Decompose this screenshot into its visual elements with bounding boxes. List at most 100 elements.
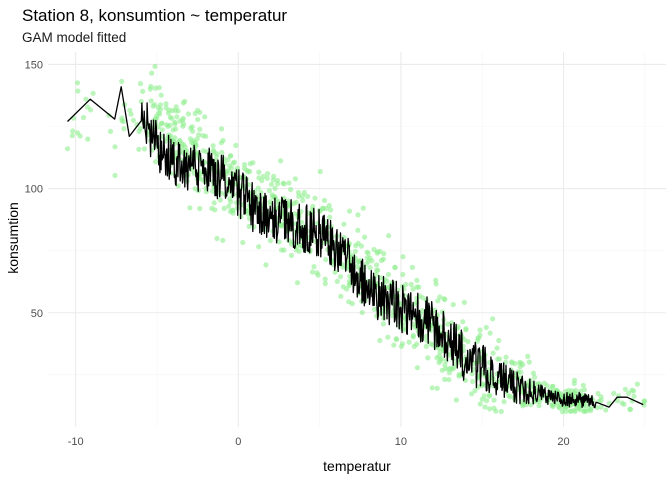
scatter-point: [158, 92, 164, 98]
scatter-point: [156, 85, 162, 91]
scatter-point: [181, 121, 187, 127]
scatter-point: [153, 159, 159, 165]
scatter-point: [487, 406, 493, 412]
scatter-point: [367, 255, 373, 261]
scatter-point: [196, 132, 202, 138]
scatter-point: [288, 186, 294, 193]
scatter-point: [317, 168, 323, 175]
scatter-point: [429, 385, 435, 391]
scatter-point: [311, 264, 317, 270]
scatter-point: [192, 186, 198, 192]
scatter-point: [629, 387, 635, 393]
scatter-point: [641, 402, 647, 408]
scatter-point: [550, 383, 556, 390]
scatter-point: [634, 381, 641, 387]
scatter-point: [150, 103, 156, 109]
scatter-point: [194, 136, 200, 142]
scatter-point: [140, 88, 146, 94]
scatter-point: [423, 343, 429, 349]
scatter-point: [85, 104, 91, 110]
scatter-point: [247, 168, 253, 175]
scatter-point: [355, 240, 361, 246]
scatter-point: [177, 118, 183, 124]
scatter-point: [567, 408, 573, 414]
scatter-point: [264, 175, 270, 181]
scatter-point: [498, 408, 504, 415]
scatter-point: [149, 70, 155, 76]
scatter-point: [80, 114, 87, 121]
scatter-point: [598, 404, 604, 410]
scatter-point: [83, 96, 89, 102]
scatter-point: [642, 398, 648, 404]
scatter-point: [490, 316, 496, 322]
scatter-point: [112, 172, 118, 179]
scatter-point: [598, 394, 604, 400]
scatter-point: [164, 122, 170, 128]
scatter-point: [85, 136, 91, 142]
x-axis-title: temperatur: [323, 458, 391, 474]
scatter-point: [231, 159, 238, 165]
scatter-point: [267, 199, 273, 205]
scatter-point: [210, 143, 216, 149]
minor-gridlines: [48, 52, 666, 427]
scatter-point: [460, 319, 466, 325]
scatter-point: [380, 256, 387, 262]
scatter-point: [484, 398, 490, 404]
scatter-point: [371, 306, 378, 312]
scatter-point: [536, 403, 542, 409]
scatter-point: [301, 189, 307, 196]
scatter-point: [269, 192, 275, 198]
scatter-point: [327, 214, 333, 220]
scatter-point: [523, 401, 530, 408]
scatter-point: [321, 197, 328, 203]
scatter-point: [496, 337, 502, 344]
scatter-point: [259, 178, 265, 184]
scatter-point: [293, 199, 299, 205]
scatter-point: [121, 126, 127, 132]
scatter-point: [453, 397, 459, 403]
scatter-point: [352, 248, 358, 254]
scatter-point: [525, 353, 531, 359]
scatter-point: [392, 265, 398, 271]
scatter-point: [220, 137, 226, 144]
scatter-point: [384, 278, 390, 284]
scatter-point: [586, 406, 592, 412]
scatter-point: [380, 321, 386, 327]
scatter-point: [571, 380, 577, 387]
scatter-point: [219, 149, 225, 156]
scatter-point: [74, 80, 81, 86]
scatter-point: [226, 203, 232, 209]
scatter-point: [410, 332, 416, 339]
scatter-point: [628, 406, 634, 412]
scatter-point: [130, 117, 136, 123]
scatter-point: [367, 265, 373, 271]
scatter-point: [138, 98, 144, 105]
scatter-point: [305, 193, 311, 199]
scatter-point: [483, 324, 489, 331]
x-tick-label: 20: [557, 436, 569, 448]
scatter-point: [69, 133, 75, 139]
scatter-point: [197, 109, 203, 115]
scatter-point: [359, 309, 365, 316]
scatter-point: [355, 227, 361, 233]
scatter-point: [530, 370, 537, 376]
scatter-point: [332, 269, 338, 275]
scatter-point: [309, 269, 316, 275]
scatter-point: [611, 390, 617, 396]
scatter-point: [75, 88, 81, 94]
scatter-point: [281, 181, 287, 187]
scatter-point: [411, 343, 417, 349]
scatter-point: [166, 107, 172, 113]
scatter-point: [288, 252, 294, 259]
scatter-point: [417, 293, 423, 299]
scatter-point: [595, 390, 601, 397]
scatter-point: [263, 262, 269, 268]
scatter-point: [173, 126, 179, 132]
scatter-point: [385, 271, 392, 278]
scatter-point: [323, 205, 329, 212]
scatter-point: [408, 281, 414, 287]
scatter-point: [272, 185, 278, 191]
scatter-point: [175, 183, 181, 189]
scatter-point: [199, 176, 205, 183]
scatter-point: [255, 185, 261, 191]
